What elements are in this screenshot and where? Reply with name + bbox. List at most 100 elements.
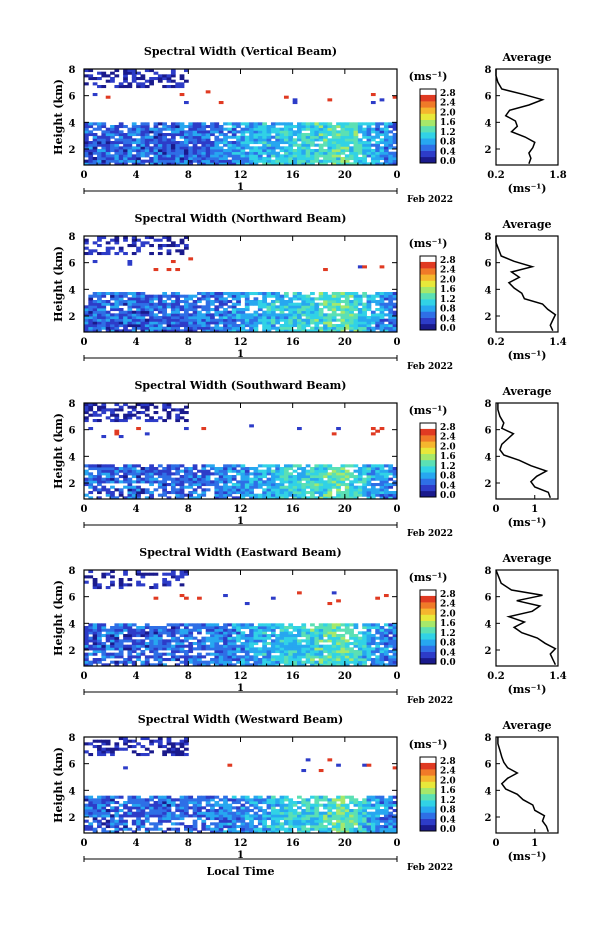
heatmap-cell [101, 162, 107, 166]
heatmap-cell [157, 626, 163, 630]
heatmap-cell [327, 316, 333, 320]
heatmap-cell [357, 480, 363, 484]
heatmap-cell [114, 308, 120, 312]
heatmap-cell [110, 809, 115, 813]
heatmap-cell [266, 316, 272, 320]
heatmap-cell [288, 634, 294, 638]
heatmap-cell [305, 310, 311, 314]
heatmap-cell [131, 475, 137, 479]
heatmap-cell [136, 138, 141, 142]
heatmap-cell [136, 249, 141, 253]
heatmap-cell [310, 623, 315, 627]
heatmap-cell [131, 493, 137, 497]
heatmap-cell [288, 326, 294, 330]
heatmap-cell [240, 324, 246, 328]
heatmap-cell [127, 660, 133, 664]
average-x-tick-label: 1.8 [549, 170, 566, 181]
heatmap-cell [227, 294, 233, 298]
heatmap-cell [292, 324, 298, 328]
heatmap-cell [92, 143, 98, 147]
heatmap-cell [179, 125, 185, 129]
heatmap-cell [157, 814, 163, 818]
heatmap-cell [131, 488, 137, 492]
heatmap-cell [336, 149, 341, 153]
heatmap-cell [218, 825, 224, 829]
heatmap-cell [344, 149, 350, 153]
heatmap-cell [192, 827, 198, 831]
heatmap-cell [123, 814, 128, 818]
heatmap-cell [153, 162, 159, 166]
colorbar-tick-label: 0.0 [440, 658, 456, 668]
heatmap-cell [144, 318, 150, 322]
heatmap-cell [97, 658, 102, 662]
heatmap-cell [92, 798, 98, 802]
heatmap-cell [210, 300, 215, 304]
heatmap-cell [292, 493, 298, 497]
heatmap-cell [275, 801, 281, 805]
average-y-tick-label: 6 [485, 259, 492, 270]
heatmap-cell [140, 572, 146, 576]
heatmap-cell [97, 586, 102, 590]
heatmap-cell [105, 300, 111, 304]
heatmap-cell [214, 795, 220, 799]
heatmap-cell [305, 318, 311, 322]
heatmap-cell [144, 475, 150, 479]
heatmap-cell [331, 151, 337, 155]
heatmap-cell [257, 305, 263, 309]
heatmap-cell [340, 634, 346, 638]
heatmap-cell [140, 652, 146, 656]
heatmap-cell [262, 798, 267, 802]
heatmap-cell [127, 626, 133, 630]
heatmap-cell [214, 130, 220, 134]
heatmap-cell [231, 798, 237, 802]
heatmap-cell [231, 814, 237, 818]
heatmap-cell [210, 647, 215, 651]
heatmap-cell [362, 151, 367, 155]
heatmap-cell [344, 127, 350, 131]
heatmap-cell [140, 644, 146, 648]
heatmap-cell [188, 127, 194, 131]
heatmap-cell [179, 159, 185, 163]
heatmap-cell [357, 644, 363, 648]
heatmap-cell [318, 125, 324, 129]
heatmap-cell [170, 485, 176, 489]
heatmap-cell [297, 639, 302, 643]
heatmap-cell [305, 631, 311, 635]
heatmap-cell [123, 159, 128, 163]
heatmap-cell [101, 750, 107, 754]
heatmap-cell [157, 297, 163, 301]
heatmap-cell [392, 655, 398, 659]
heatmap-cell [257, 631, 263, 635]
heatmap-cell [214, 292, 220, 296]
heatmap-cell [305, 480, 311, 484]
heatmap-cell [288, 639, 294, 643]
heatmap-cell [92, 292, 98, 296]
heatmap-cell [331, 655, 337, 659]
heatmap-cell [244, 159, 250, 163]
heatmap-cell [353, 658, 359, 662]
heatmap-cell [288, 133, 294, 137]
heatmap-cell [283, 655, 289, 659]
heatmap-cell [162, 74, 167, 78]
heatmap-cell [114, 408, 120, 412]
heatmap-cell [127, 636, 133, 640]
heatmap-cell [188, 795, 194, 799]
heatmap-cell [279, 130, 285, 134]
heatmap-cell [236, 660, 241, 664]
heatmap-cell [340, 472, 346, 476]
colorbar-frame [419, 589, 437, 665]
heatmap-cell [201, 472, 207, 476]
heatmap-cell [270, 488, 276, 492]
heatmap-cell [392, 157, 398, 161]
heatmap-cell [344, 483, 350, 487]
heatmap-cell [327, 127, 333, 131]
heatmap-cell [123, 663, 128, 667]
heatmap-cell [97, 321, 102, 325]
heatmap-cell [127, 801, 133, 805]
heatmap-cell [392, 631, 398, 635]
heatmap-cell [118, 146, 124, 150]
heatmap-cell [240, 472, 246, 476]
heatmap-cell [218, 652, 224, 656]
heatmap-cell [223, 292, 228, 296]
heatmap-cell [149, 69, 154, 73]
